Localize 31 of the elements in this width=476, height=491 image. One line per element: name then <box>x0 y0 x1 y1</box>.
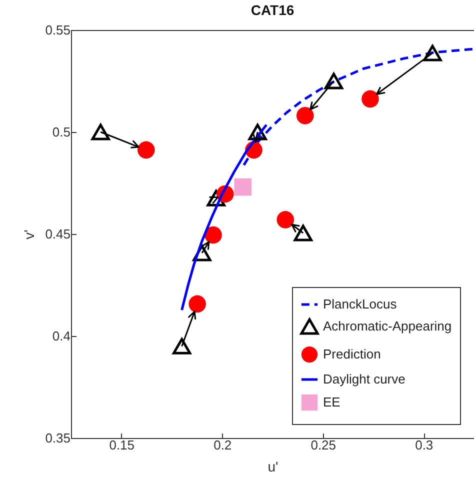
y-tick-label: 0.45 <box>45 226 70 242</box>
point <box>324 72 344 90</box>
point <box>91 124 110 140</box>
point <box>294 224 312 242</box>
point <box>138 141 155 159</box>
point <box>248 124 267 140</box>
point <box>296 107 314 124</box>
x-axis-title: u' <box>268 458 278 474</box>
chart-title: CAT16 <box>250 2 294 18</box>
point <box>362 90 379 108</box>
y-tick-label: 0.5 <box>52 124 70 140</box>
x-tick-label: 0.25 <box>310 438 336 452</box>
legend-label: EE <box>323 394 341 410</box>
x-tick-label: 0.15 <box>109 438 135 452</box>
legend-label: Daylight curve <box>323 372 406 386</box>
point <box>423 44 442 62</box>
x-tick-label: 0.2 <box>214 438 232 452</box>
point <box>276 211 294 228</box>
y-axis-title: v' <box>21 230 38 240</box>
y-tick-label: 0.4 <box>52 328 70 344</box>
line-series <box>180 124 268 312</box>
point <box>204 226 222 244</box>
legend-label: PlanckLocus <box>323 296 398 312</box>
y-tick-label: 0.35 <box>45 430 70 446</box>
point <box>188 295 206 313</box>
legend-label: Prediction <box>323 346 381 362</box>
legend-label: Achromatic-Appearing <box>323 318 452 334</box>
point <box>234 178 252 196</box>
point <box>172 338 192 354</box>
x-tick-label: 0.3 <box>415 438 434 452</box>
y-tick-label: 0.55 <box>45 22 70 38</box>
